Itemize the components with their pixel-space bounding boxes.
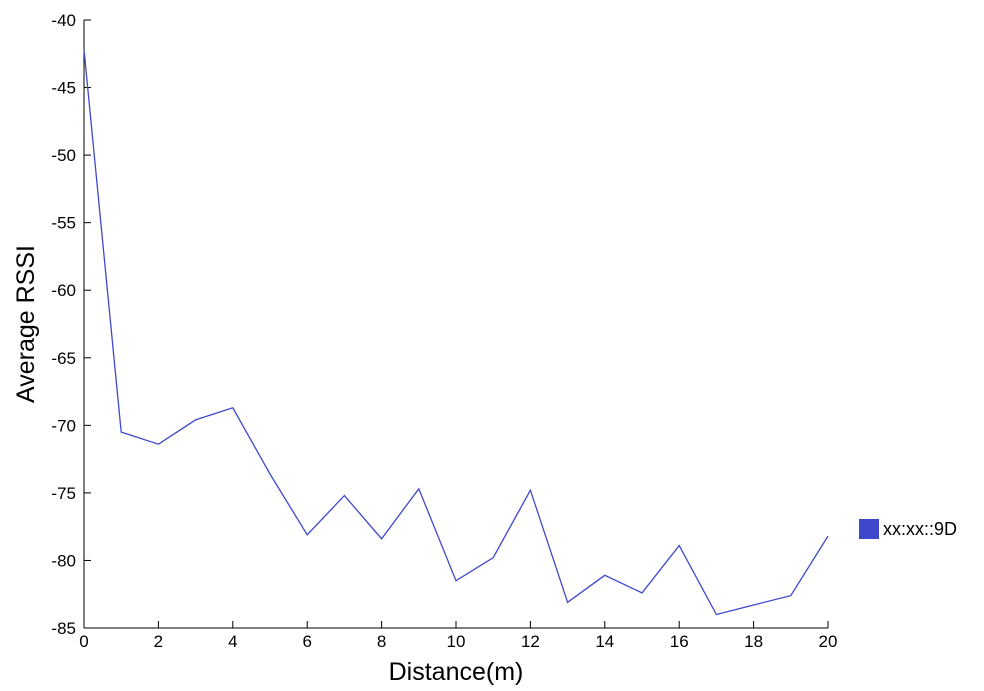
x-tick-label: 4 [228,632,237,651]
y-tick-label: -50 [51,146,76,165]
x-axis-label: Distance(m) [389,658,524,686]
y-ticks: -40 -45 -50 -55 -60 -65 -70 -75 -80 -85 [51,11,91,638]
x-tick-label: 6 [302,632,311,651]
y-tick-label: -65 [51,349,76,368]
y-tick-label: -45 [51,79,76,98]
y-tick-label: -85 [51,619,76,638]
y-axis-label: Average RSSI [12,245,40,403]
x-tick-label: 18 [744,632,763,651]
series-line [83,49,829,616]
x-tick-label: 16 [670,632,689,651]
y-tick-label: -40 [51,11,76,30]
x-tick-label: 0 [79,632,88,651]
y-tick-label: -70 [51,416,76,435]
y-tick-label: -75 [51,484,76,503]
x-tick-label: 10 [447,632,466,651]
x-tick-label: 14 [595,632,614,651]
x-ticks: 0 2 4 6 8 10 12 14 16 18 20 [79,621,837,651]
y-tick-label: -60 [51,281,76,300]
x-tick-label: 8 [377,632,386,651]
axes [83,20,828,629]
x-tick-label: 20 [819,632,838,651]
series-lines [83,49,829,616]
legend: xx:xx::9D [859,519,957,539]
x-tick-label: 12 [521,632,540,651]
x-tick-label: 2 [154,632,163,651]
legend-swatch [859,519,879,539]
y-tick-label: -55 [51,214,76,233]
y-tick-label: -80 [51,551,76,570]
legend-label: xx:xx::9D [883,519,957,539]
